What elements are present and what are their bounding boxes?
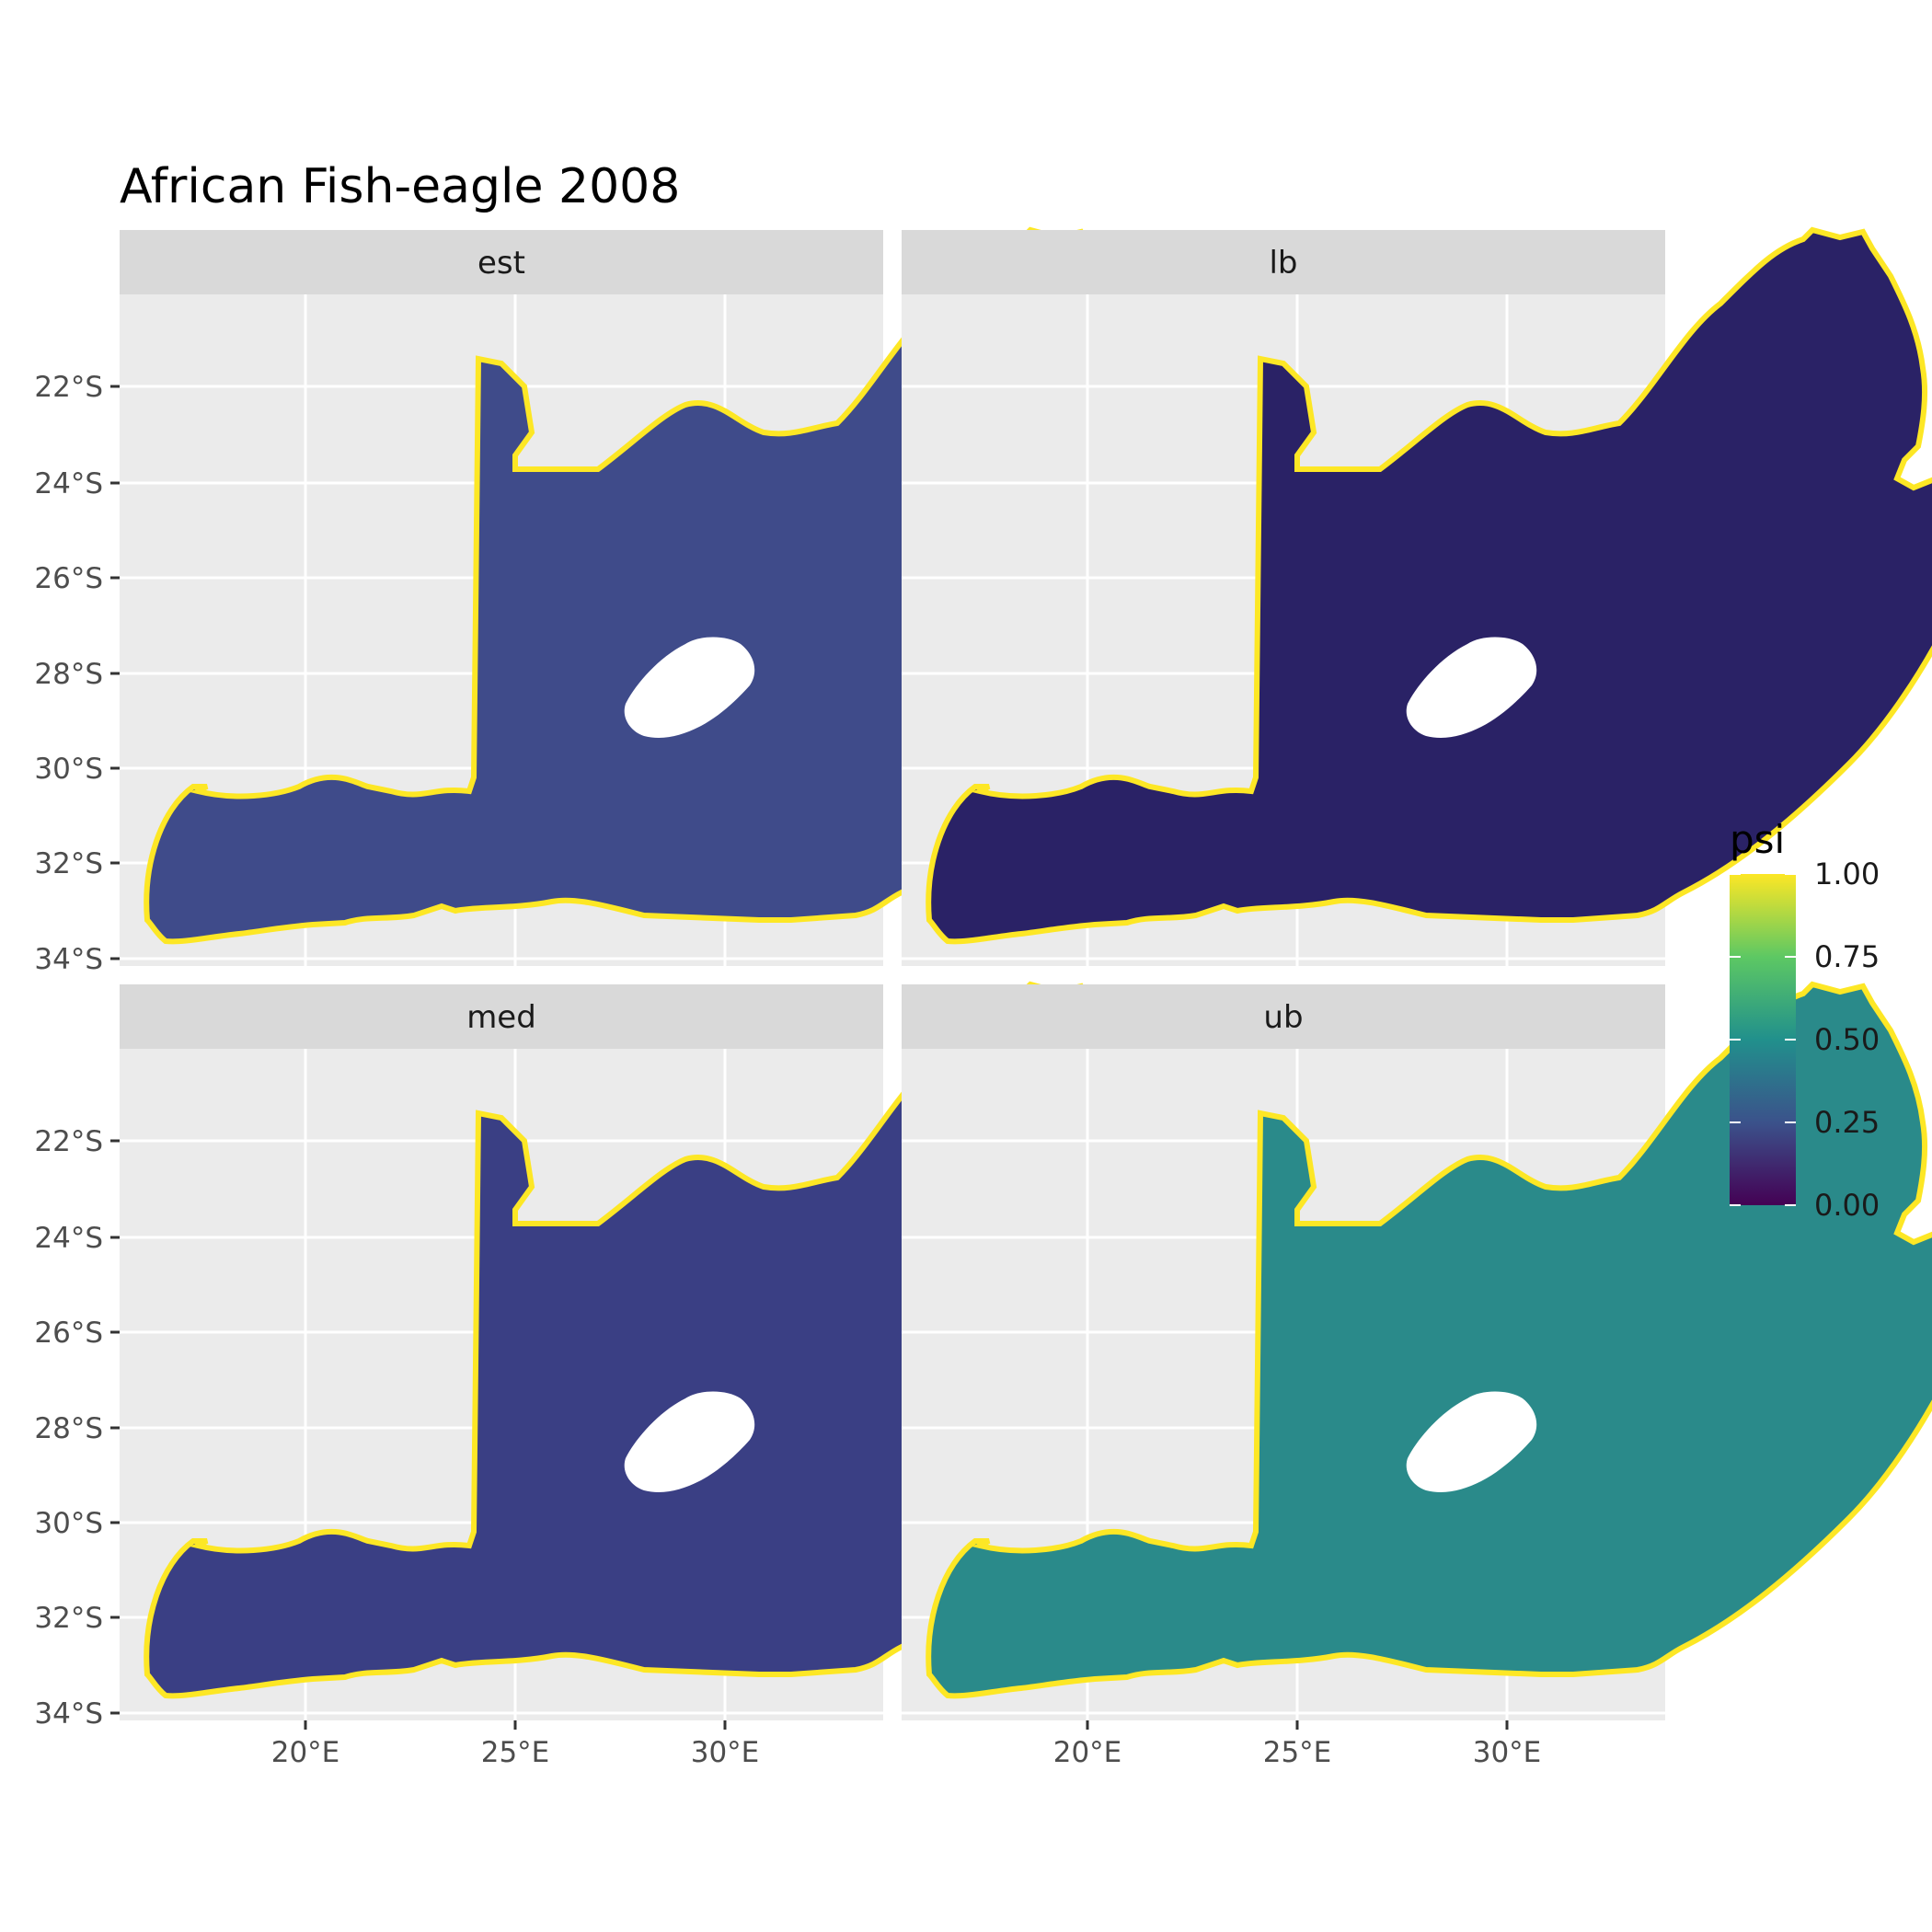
y-tick-label: 26°S [34,1317,103,1350]
x-tick-label: 20°E [1053,1736,1122,1769]
y-tick-label: 34°S [34,943,103,976]
facet-strip-label: med [466,999,536,1036]
y-tick-label: 28°S [34,658,103,691]
facet-panels: est 22°S 24°S 26°S 28°S 30°S 32°S 34°S lb med 22°S… [34,230,1932,1769]
figure-title: African Fish-eagle 2008 [120,159,680,214]
legend-label: 1.00 [1814,857,1880,891]
x-tick-label: 30°E [1473,1736,1542,1769]
facet-strip [120,230,883,294]
y-tick-label: 32°S [34,847,103,880]
facet-strip [902,230,1665,294]
facet-panel-est: est 22°S 24°S 26°S 28°S 30°S 32°S 34°S [34,230,1190,976]
facet-strip-label: lb [1269,245,1297,282]
legend-label: 0.00 [1814,1188,1880,1223]
facet-panel-ub: ub 20°E 25°E 30°E [902,984,1932,1769]
legend-ticks: 1.00 0.75 0.50 0.25 0.00 [1730,857,1880,1223]
x-tick-label: 30°E [691,1736,760,1769]
legend: psi 1.00 0.75 0.50 0.25 0.00 [1730,817,1880,1223]
facet-strip-label: ub [1263,999,1303,1036]
facet-strip-label: est [477,245,525,282]
facet-panel-med: med 22°S 24°S 26°S 28°S 30°S 32°S 34°S 20°E 25°E 3… [34,984,1190,1769]
y-tick-label: 26°S [34,562,103,595]
facet-panel-lb: lb [902,230,1932,966]
y-tick-label: 28°S [34,1412,103,1445]
legend-title: psi [1730,817,1785,862]
y-tick-label: 24°S [34,467,103,500]
y-tick-label: 22°S [34,371,103,404]
x-tick-label: 25°E [481,1736,550,1769]
y-tick-label: 32°S [34,1602,103,1635]
y-tick-label: 30°S [34,753,103,786]
y-tick-label: 30°S [34,1507,103,1540]
facet-strip [902,984,1665,1049]
y-tick-label: 34°S [34,1697,103,1731]
legend-label: 0.75 [1814,939,1880,974]
x-tick-label: 25°E [1263,1736,1332,1769]
legend-label: 0.50 [1814,1022,1880,1057]
x-tick-label: 20°E [271,1736,340,1769]
y-tick-label: 24°S [34,1222,103,1255]
legend-label: 0.25 [1814,1105,1880,1140]
facet-strip [120,984,883,1049]
y-tick-label: 22°S [34,1125,103,1158]
